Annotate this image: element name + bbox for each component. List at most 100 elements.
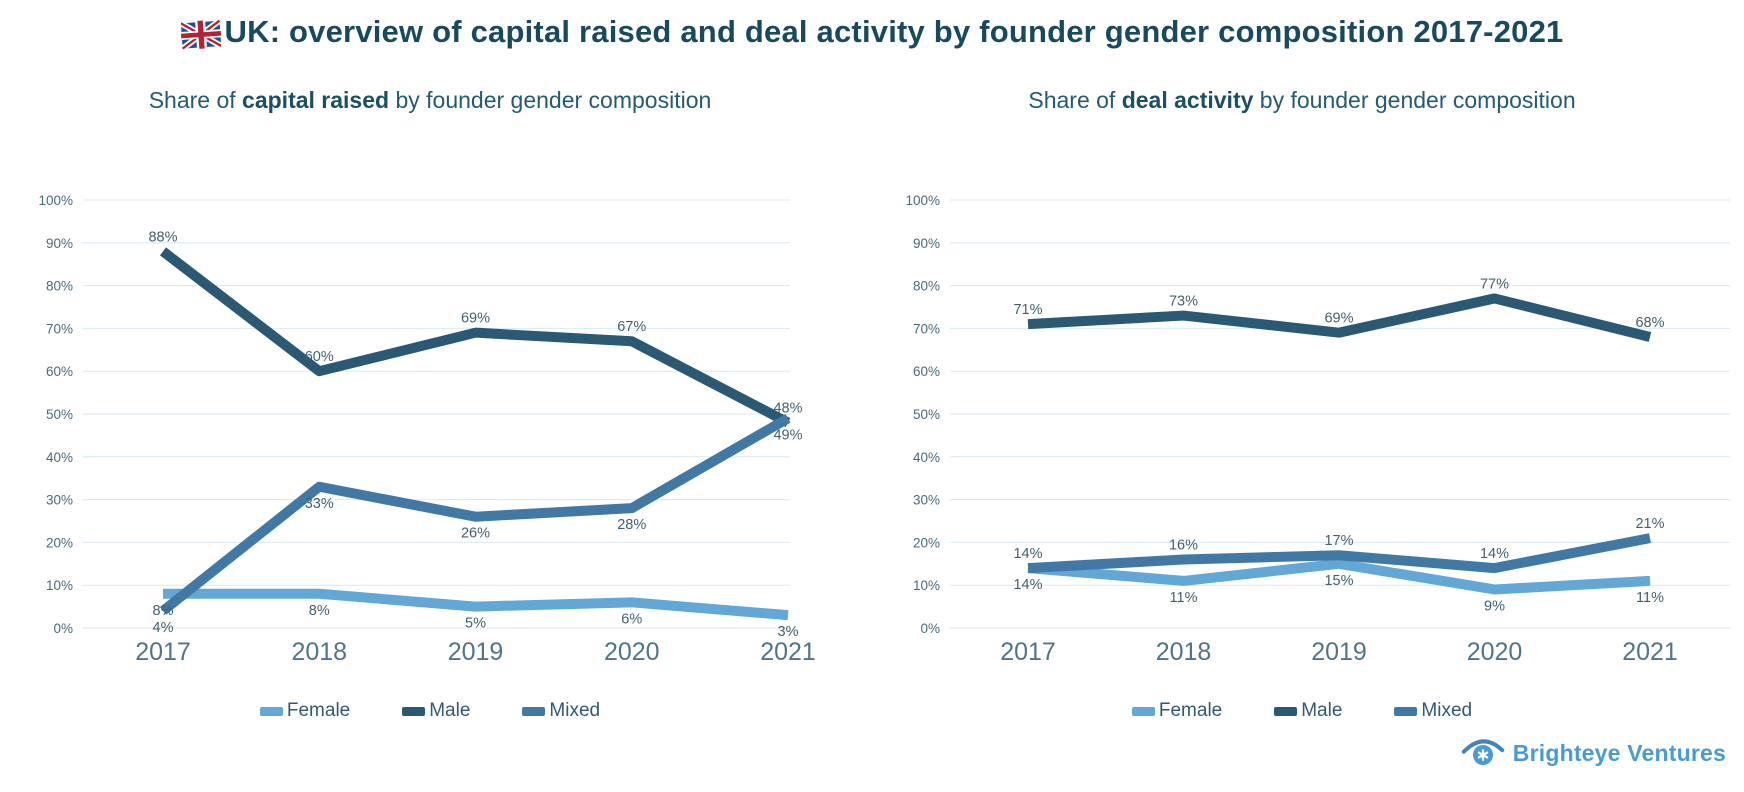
y-axis-tick-label: 100% (38, 193, 73, 208)
y-axis-tick-label: 30% (913, 493, 940, 508)
header: UK: overview of capital raised and deal … (0, 14, 1744, 52)
subtitle-text: Share of (148, 87, 243, 113)
y-axis-tick-label: 10% (46, 578, 73, 593)
female-value-label: 9% (1484, 598, 1505, 614)
male-series-line (1027, 293, 1652, 342)
y-axis-tick-label: 90% (46, 236, 73, 251)
mixed-series-line (1027, 533, 1651, 574)
mixed-value-label: 17% (1324, 533, 1353, 549)
capital-raised-legend: Female Male Mixed (259, 696, 600, 726)
x-axis-year-label: 2020 (1467, 638, 1523, 666)
male-value-label: 77% (1480, 276, 1509, 292)
legend-item-female: Female (1131, 700, 1223, 722)
mixed-value-label: 21% (1635, 516, 1664, 532)
male-legend-swatch (1274, 706, 1298, 716)
mixed-legend-swatch (522, 706, 546, 716)
mixed-value-label: 33% (305, 496, 334, 512)
mixed-legend-swatch (1394, 706, 1418, 716)
page-title: UK: overview of capital raised and deal … (224, 14, 1564, 49)
mixed-value-label: 26% (461, 526, 490, 542)
y-axis-tick-label: 80% (46, 279, 73, 294)
mixed-legend-label: Mixed (549, 700, 601, 721)
male-value-label: 60% (305, 349, 334, 365)
charts-row: Share of capital raised by founder gende… (0, 80, 1744, 726)
brighteye-eye-icon (1460, 735, 1506, 772)
deal-activity-chart-section: Share of deal activity by founder gender… (860, 80, 1744, 726)
capital-raised-chart-section: Share of capital raised by founder gende… (20, 80, 840, 726)
female-value-label: 6% (621, 611, 642, 627)
x-axis-year-label: 2018 (291, 638, 347, 666)
mixed-series-line (159, 413, 791, 615)
y-axis-tick-label: 30% (46, 493, 73, 508)
female-value-label: 14% (1013, 577, 1042, 593)
female-value-label: 8% (153, 603, 174, 619)
brighteye-logo-text: Brighteye Ventures (1512, 740, 1726, 766)
y-axis-tick-label: 50% (913, 407, 940, 422)
legend-item-female: Female (259, 700, 351, 722)
male-legend-swatch (402, 706, 426, 716)
y-axis-tick-label: 60% (46, 364, 73, 379)
mixed-value-label: 49% (773, 427, 802, 443)
female-value-label: 15% (1324, 573, 1353, 589)
male-legend-label: Male (1301, 700, 1343, 721)
y-axis-tick-label: 0% (53, 621, 73, 636)
mixed-value-label: 4% (153, 620, 174, 636)
y-axis-tick-label: 70% (913, 321, 940, 336)
legend-item-mixed: Mixed (522, 700, 600, 722)
male-legend-label: Male (429, 700, 471, 721)
female-legend-swatch (1131, 706, 1155, 716)
female-legend-label: Female (1158, 700, 1223, 721)
x-axis-year-label: 2017 (135, 638, 191, 666)
mixed-value-label: 28% (617, 517, 646, 533)
y-axis-tick-label: 40% (46, 450, 73, 465)
female-value-label: 8% (309, 603, 330, 619)
y-axis-tick-label: 100% (905, 193, 940, 208)
y-axis-tick-label: 20% (46, 535, 73, 550)
mixed-value-label: 14% (1013, 546, 1042, 562)
female-legend-label: Female (286, 700, 351, 721)
male-value-label: 73% (1169, 294, 1198, 310)
x-axis-year-label: 2017 (1000, 638, 1056, 666)
female-value-label: 11% (1636, 590, 1664, 606)
y-axis-tick-label: 10% (913, 578, 940, 593)
uk-flag-icon (178, 18, 223, 52)
legend-item-male: Male (402, 700, 470, 722)
x-axis-year-label: 2021 (1622, 638, 1678, 666)
female-value-label: 5% (465, 616, 486, 632)
mixed-legend-label: Mixed (1421, 700, 1473, 721)
male-value-label: 69% (1324, 311, 1353, 327)
male-series-line (159, 247, 791, 427)
deal-activity-line-chart: 0% 10% 20% 30% 40% 50% 60% 70% 80% 90% 100% 2017 201… (905, 193, 1730, 666)
x-axis-year-label: 2018 (1156, 638, 1212, 666)
subtitle-bold-text: deal activity (1121, 87, 1254, 113)
capital-raised-line-chart: 0% 10% 20% 30% 40% 50% 60% 70% 80% 90% 100% 2017 201… (38, 193, 816, 666)
x-axis-year-label: 2019 (448, 638, 504, 666)
y-axis-tick-label: 70% (46, 321, 73, 336)
male-value-label: 88% (148, 229, 177, 245)
male-value-label: 67% (617, 319, 646, 335)
x-axis-year-label: 2021 (760, 638, 816, 666)
y-axis-tick-label: 60% (913, 364, 940, 379)
male-value-label: 68% (1635, 315, 1664, 331)
female-value-label: 11% (1170, 590, 1198, 606)
subtitle-bold-text: capital raised (242, 87, 390, 113)
female-value-label: 3% (778, 624, 799, 640)
y-axis-tick-label: 40% (913, 450, 940, 465)
female-legend-swatch (259, 706, 283, 716)
male-value-label: 48% (773, 401, 802, 417)
male-value-label: 71% (1013, 302, 1042, 318)
male-value-label: 69% (461, 311, 490, 327)
y-axis-tick-label: 0% (920, 621, 940, 636)
legend-item-male: Male (1274, 700, 1342, 722)
subtitle-text: by founder gender composition (389, 87, 712, 113)
brighteye-ventures-logo: Brighteye Ventures (1460, 735, 1726, 772)
female-series-line (163, 588, 789, 621)
y-axis-tick-label: 20% (913, 535, 940, 550)
x-axis-year-label: 2020 (604, 638, 660, 666)
legend-item-mixed: Mixed (1394, 700, 1472, 722)
y-axis-tick-label: 90% (913, 236, 940, 251)
subtitle-text: Share of (1028, 87, 1122, 113)
y-axis-tick-label: 80% (913, 279, 940, 294)
deal-activity-chart-title: Share of deal activity by founder gender… (1028, 80, 1575, 120)
